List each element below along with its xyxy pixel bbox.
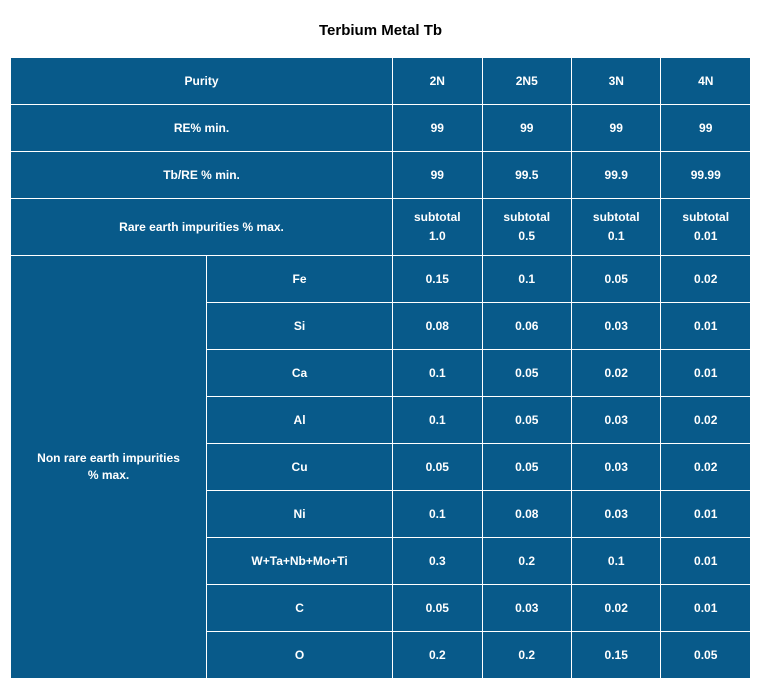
- header-grade: 4N: [661, 58, 751, 105]
- cell-value: 99: [572, 105, 661, 152]
- cell-value: 0.05: [482, 350, 571, 397]
- cell-value: 0.03: [572, 303, 661, 350]
- cell-value: 0.1: [393, 397, 482, 444]
- cell-value: 0.03: [572, 397, 661, 444]
- cell-value: 0.1: [393, 350, 482, 397]
- cell-value: 0.3: [393, 538, 482, 585]
- cell-value: 99: [482, 105, 571, 152]
- cell-value: 0.03: [572, 444, 661, 491]
- element-name: Fe: [207, 256, 393, 303]
- table-row: RE% min. 99 99 99 99: [11, 105, 751, 152]
- header-grade: 3N: [572, 58, 661, 105]
- element-name: Ni: [207, 491, 393, 538]
- group-label: Non rare earth impurities % max.: [11, 256, 207, 679]
- cell-value: 0.05: [572, 256, 661, 303]
- cell-value: 0.01: [661, 228, 750, 245]
- cell-value: 0.05: [661, 632, 751, 679]
- cell-value: 0.1: [572, 228, 660, 245]
- group-label-line1: Non rare earth impurities: [37, 451, 180, 465]
- cell-value: 0.01: [661, 303, 751, 350]
- cell-value: 0.2: [482, 632, 571, 679]
- cell-value: 0.1: [572, 538, 661, 585]
- group-label-line2: % max.: [88, 468, 129, 482]
- spec-table: Purity 2N 2N5 3N 4N RE% min. 99 99 99 99…: [10, 57, 751, 679]
- cell-value: 0.05: [482, 397, 571, 444]
- element-name: W+Ta+Nb+Mo+Ti: [207, 538, 393, 585]
- subtotal-word: subtotal: [661, 209, 750, 226]
- cell-value: 0.15: [393, 256, 482, 303]
- row-label: Tb/RE % min.: [11, 152, 393, 199]
- cell-value: 99.5: [482, 152, 571, 199]
- element-name: C: [207, 585, 393, 632]
- cell-value: 0.02: [572, 350, 661, 397]
- cell-subtotal: subtotal 1.0: [393, 199, 482, 256]
- cell-value: 0.05: [393, 444, 482, 491]
- header-grade: 2N5: [482, 58, 571, 105]
- cell-value: 0.08: [482, 491, 571, 538]
- cell-value: 0.08: [393, 303, 482, 350]
- cell-value: 0.02: [661, 256, 751, 303]
- header-grade: 2N: [393, 58, 482, 105]
- cell-value: 0.03: [572, 491, 661, 538]
- cell-value: 0.05: [393, 585, 482, 632]
- cell-value: 0.1: [482, 256, 571, 303]
- cell-value: 0.01: [661, 350, 751, 397]
- cell-value: 0.2: [393, 632, 482, 679]
- cell-value: 0.1: [393, 491, 482, 538]
- cell-value: 0.02: [572, 585, 661, 632]
- cell-value: 99: [661, 105, 751, 152]
- cell-value: 1.0: [393, 228, 481, 245]
- cell-value: 0.15: [572, 632, 661, 679]
- subtotal-word: subtotal: [572, 209, 660, 226]
- cell-value: 0.03: [482, 585, 571, 632]
- cell-value: 0.02: [661, 397, 751, 444]
- row-label: Rare earth impurities % max.: [11, 199, 393, 256]
- cell-value: 0.05: [482, 444, 571, 491]
- element-name: Si: [207, 303, 393, 350]
- cell-value: 99: [393, 152, 482, 199]
- cell-value: 99.9: [572, 152, 661, 199]
- page-title: Terbium Metal Tb: [10, 10, 751, 57]
- cell-value: 0.06: [482, 303, 571, 350]
- cell-value: 0.5: [483, 228, 571, 245]
- header-purity: Purity: [11, 58, 393, 105]
- subtotal-word: subtotal: [483, 209, 571, 226]
- cell-value: 0.01: [661, 491, 751, 538]
- cell-subtotal: subtotal 0.5: [482, 199, 571, 256]
- element-name: Al: [207, 397, 393, 444]
- table-row: Tb/RE % min. 99 99.5 99.9 99.99: [11, 152, 751, 199]
- table-row: Purity 2N 2N5 3N 4N: [11, 58, 751, 105]
- table-row: Non rare earth impurities % max. Fe 0.15…: [11, 256, 751, 303]
- subtotal-word: subtotal: [393, 209, 481, 226]
- cell-subtotal: subtotal 0.01: [661, 199, 751, 256]
- row-label: RE% min.: [11, 105, 393, 152]
- cell-value: 0.02: [661, 444, 751, 491]
- table-row: Rare earth impurities % max. subtotal 1.…: [11, 199, 751, 256]
- cell-subtotal: subtotal 0.1: [572, 199, 661, 256]
- cell-value: 0.01: [661, 538, 751, 585]
- element-name: Cu: [207, 444, 393, 491]
- element-name: O: [207, 632, 393, 679]
- cell-value: 99: [393, 105, 482, 152]
- cell-value: 0.2: [482, 538, 571, 585]
- cell-value: 0.01: [661, 585, 751, 632]
- element-name: Ca: [207, 350, 393, 397]
- cell-value: 99.99: [661, 152, 751, 199]
